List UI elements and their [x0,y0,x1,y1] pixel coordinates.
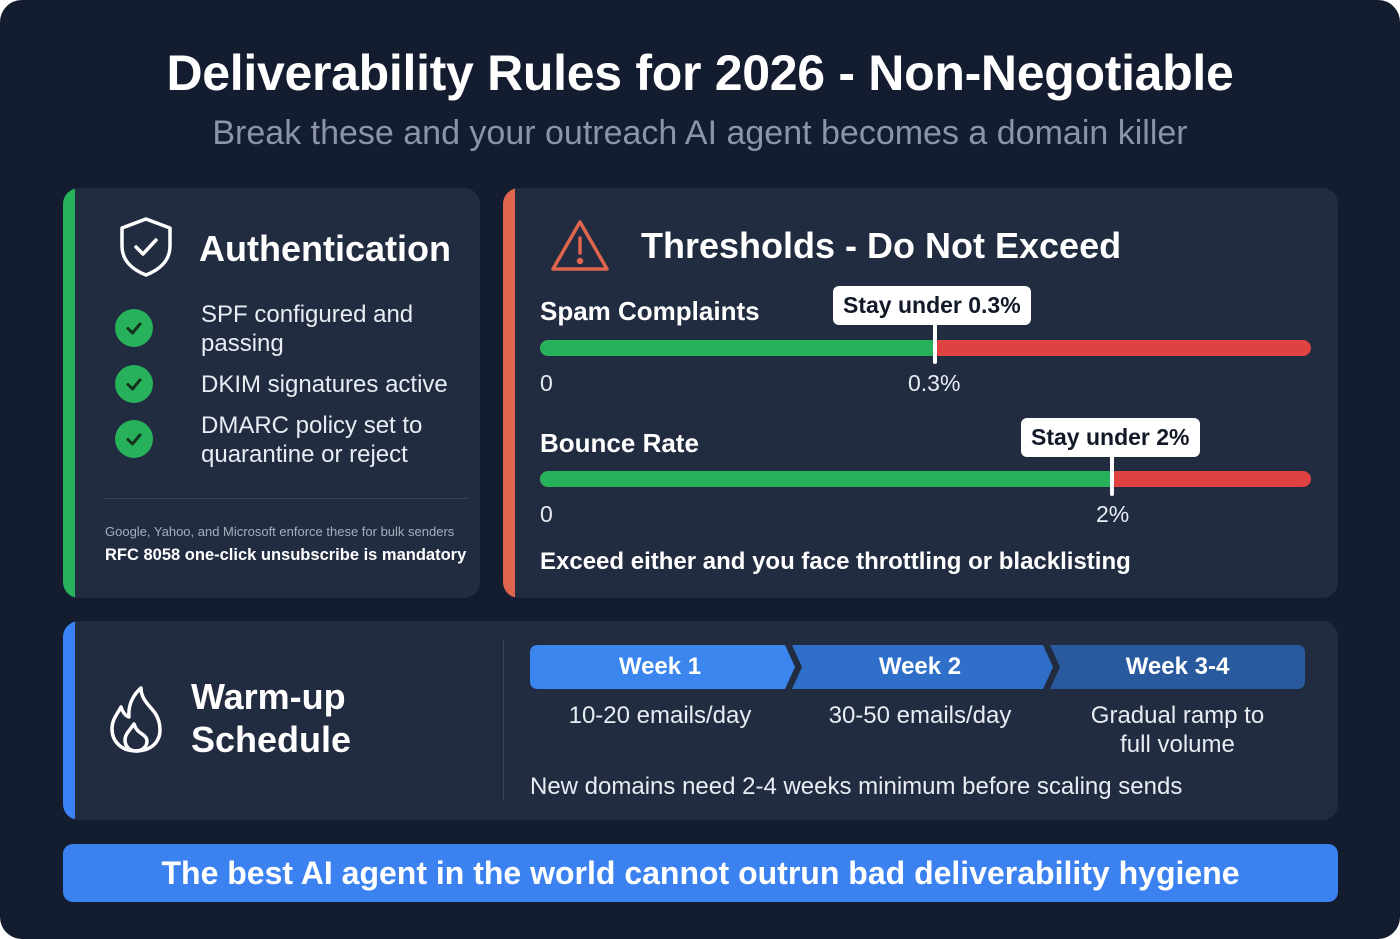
auth-item-label: SPF configured and passing [201,301,414,357]
auth-note-bold: RFC 8058 one-click unsubscribe is mandat… [105,546,467,564]
shield-check-icon [120,217,172,277]
step-week-2-desc: 30-50 emails/day [792,701,1048,730]
warmup-card: Warm-up Schedule Week 1 Week 2 Week 3-4 … [63,621,1338,820]
spam-safe-zone [540,340,934,356]
bounce-safe-zone [540,471,1113,487]
warmup-title-line1: Warm-up [191,676,346,717]
step-week-3-4: Week 3-4 [1125,653,1230,680]
bounce-limit-tick: 2% [1096,501,1130,527]
footer-banner: The best AI agent in the world cannot ou… [63,844,1338,902]
spam-complaints-label: Spam Complaints [540,296,760,326]
thresholds-warning: Exceed either and you face throttling or… [540,548,1131,575]
flame-icon [110,686,162,753]
step-desc-line: full volume [1120,731,1235,758]
step-week-3-4-desc: Gradual ramp to full volume [1050,701,1305,759]
warmup-title-line2: Schedule [191,719,352,760]
authentication-card: Authentication SPF configured and passin… [63,188,480,598]
step-week-1-desc: 10-20 emails/day [530,701,790,730]
auth-note: Google, Yahoo, and Microsoft enforce the… [105,524,455,539]
step-desc-line: Gradual ramp to [1090,702,1265,729]
bounce-rate-bar [540,471,1311,487]
page-subtitle: Break these and your outreach AI agent b… [212,114,1188,152]
spam-limit-tag: Stay under 0.3% [833,286,1031,325]
auth-item-dkim: DKIM signatures active [115,364,466,403]
check-circle-icon [115,364,153,403]
auth-item-label: DKIM signatures active [201,371,448,398]
warmup-steps: Week 1 Week 2 Week 3-4 [530,645,1305,689]
warmup-divider [503,639,504,801]
step-desc-line: 30-50 emails/day [828,702,1012,729]
auth-checklist: SPF configured and passing DKIM signatur… [115,300,466,481]
bounce-min-tick: 0 [540,501,553,527]
step-week-2: Week 2 [878,653,962,680]
authentication-title: Authentication [199,228,451,269]
bounce-rate-label: Bounce Rate [540,428,699,458]
check-circle-icon [115,420,153,458]
bounce-limit-marker [1110,450,1114,496]
auth-item-dmarc: DMARC policy set to quarantine or reject [115,411,425,469]
spam-limit-marker [933,318,937,364]
auth-item-spf: SPF configured and passing [115,300,425,358]
auth-item-label: DMARC policy set to quarantine or reject [201,412,423,468]
warning-triangle-icon [551,220,609,271]
spam-min-tick: 0 [540,370,553,396]
check-circle-icon [115,309,153,347]
thresholds-title: Thresholds - Do Not Exceed [641,225,1122,266]
warmup-chevron-track [530,645,1305,689]
spam-limit-tick: 0.3% [908,370,961,396]
warmup-title: Warm-up Schedule [191,675,351,761]
auth-divider [105,498,468,499]
warmup-note: New domains need 2-4 weeks minimum befor… [530,773,1183,800]
step-week-1: Week 1 [618,653,702,680]
page-title: Deliverability Rules for 2026 - Non-Nego… [166,45,1234,101]
spam-complaints-bar [540,340,1311,356]
thresholds-card: Thresholds - Do Not Exceed Spam Complain… [503,188,1338,598]
step-desc-line: 10-20 emails/day [568,702,752,729]
bounce-limit-tag: Stay under 2% [1021,418,1200,457]
